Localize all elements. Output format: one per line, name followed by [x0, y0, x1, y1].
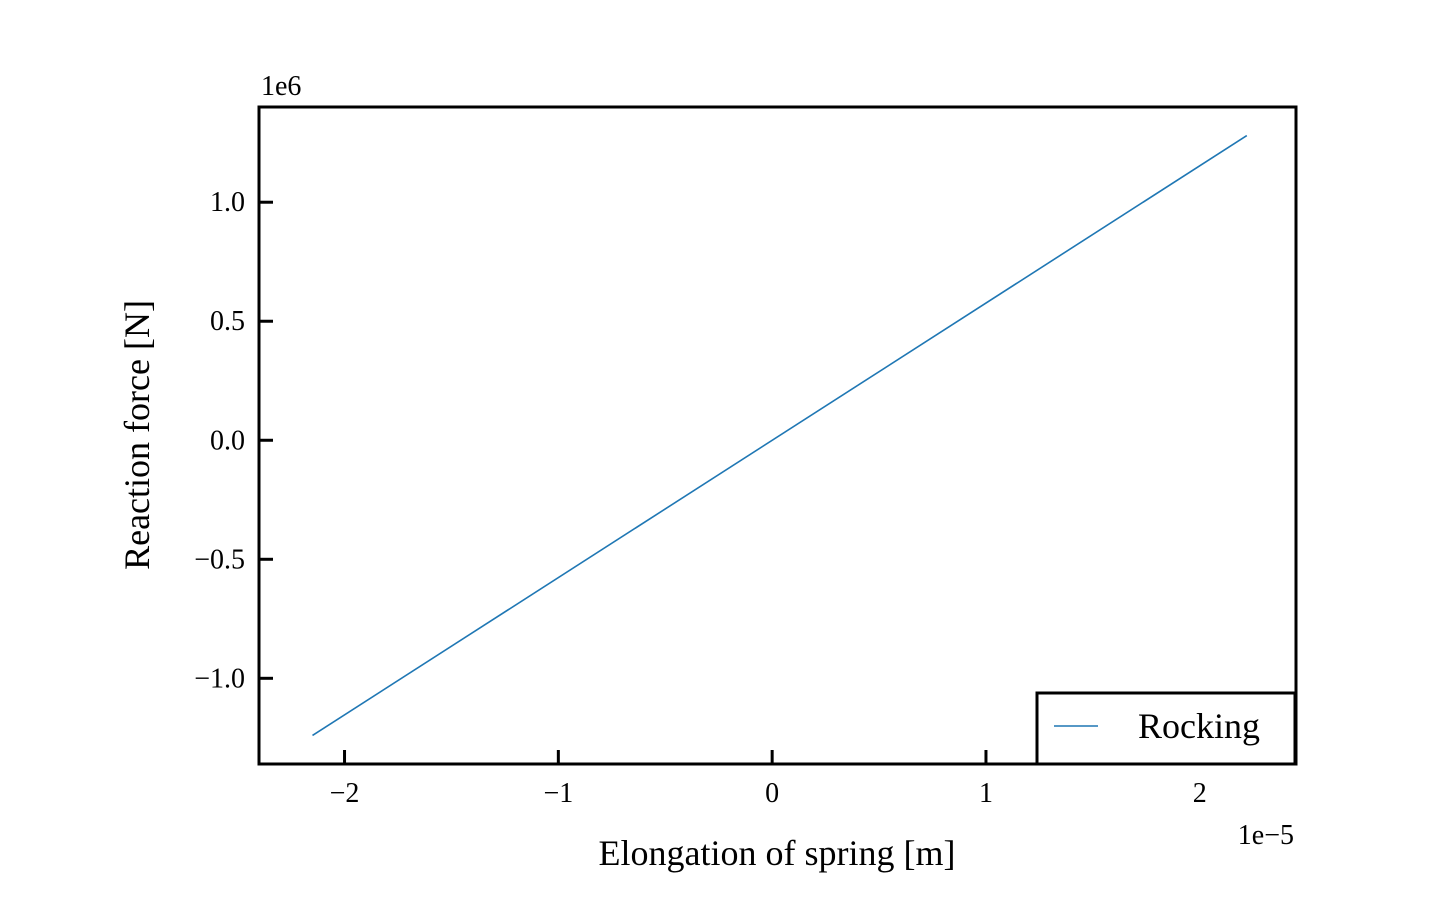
x-tick-label: 2: [1193, 778, 1207, 809]
plot-frame: [257, 105, 1298, 766]
x-tick-label: 1: [979, 778, 993, 809]
y-axis-title: Reaction force [N]: [117, 300, 157, 570]
y-tick-label: −0.5: [194, 544, 245, 575]
y-tick-label: −1.0: [194, 663, 245, 694]
y-tick-label: 0.5: [210, 306, 245, 337]
series-layer: [312, 134, 1248, 737]
x-tick-label: −2: [330, 778, 360, 809]
legend-label-rocking: Rocking: [1138, 706, 1260, 746]
legend-box: [1035, 691, 1297, 766]
legend: Rocking: [1035, 691, 1297, 766]
plot-area: [259, 107, 1296, 764]
y-axis-ticks: −1.0 −0.5 0.0 0.5 1.0: [194, 187, 273, 694]
x-axis-title: Elongation of spring [m]: [599, 833, 956, 873]
x-offset-label: 1e−5: [1238, 820, 1294, 851]
y-offset-label: 1e6: [261, 71, 301, 102]
y-tick-label: 1.0: [210, 187, 245, 218]
x-tick-label: 0: [765, 778, 779, 809]
y-tick-label: 0.0: [210, 425, 245, 456]
series-line-rocking: [312, 134, 1248, 737]
x-tick-label: −1: [543, 778, 573, 809]
